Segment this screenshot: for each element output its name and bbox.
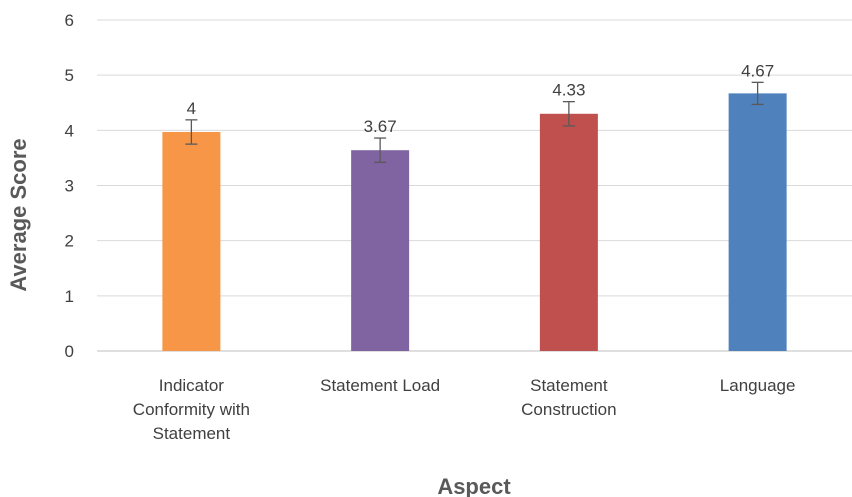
y-tick-label: 4 [65,121,74,140]
gridlines [97,19,852,352]
x-axis-title: Aspect [437,474,511,497]
error-bar [562,100,575,127]
y-tick-label: 2 [65,232,74,251]
bar [351,150,410,351]
error-bar [185,119,198,145]
data-label: 3.67 [364,117,397,136]
bar [728,93,787,351]
error-bars [185,81,764,163]
x-tick-label: Language [720,376,796,395]
data-labels: 4 3.67 4.33 4.67 [187,61,775,136]
y-axis-title: Average Score [6,138,31,291]
error-bar [751,81,764,106]
x-tick-label: Statement Construction [521,376,616,419]
y-tick-label: 1 [65,287,74,306]
bar [539,113,598,352]
error-bar [374,137,387,163]
y-tick-label: 5 [65,66,74,85]
x-tick-label: Indicator Conformity with Statement [133,376,250,443]
x-tick-label: Statement Load [320,376,440,395]
y-axis-ticks: 0 1 2 3 4 5 6 [65,11,74,361]
y-tick-label: 6 [65,11,74,30]
bar [162,131,221,351]
y-tick-label: 0 [65,342,74,361]
data-label: 4 [187,99,196,118]
data-label: 4.33 [552,81,585,100]
data-label: 4.67 [741,61,774,80]
bars [162,93,787,352]
y-tick-label: 3 [65,177,74,196]
x-axis-categories: Indicator Conformity with Statement Stateme… [133,376,796,443]
